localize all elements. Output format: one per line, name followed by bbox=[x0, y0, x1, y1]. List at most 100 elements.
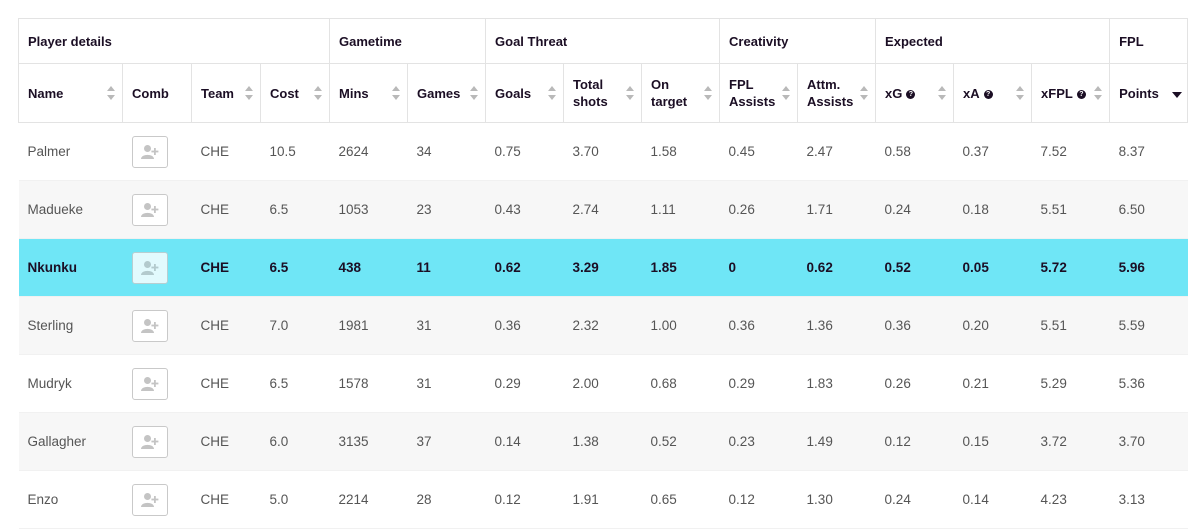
sort-descending-icon[interactable] bbox=[1172, 86, 1183, 100]
group-gametime: Gametime bbox=[329, 18, 487, 64]
header-team[interactable]: Team bbox=[191, 63, 261, 123]
add-player-icon bbox=[140, 376, 158, 391]
sort-arrows-icon[interactable] bbox=[314, 86, 323, 100]
header-on-target[interactable]: On target bbox=[641, 63, 721, 123]
table-row[interactable]: Nkunku CHE 6.5 438 11 0.62 3.29 1.85 0 0.62 0.52 0.… bbox=[18, 238, 1188, 297]
cell-games: 23 bbox=[407, 180, 486, 239]
sort-arrows-icon[interactable] bbox=[782, 86, 791, 100]
cell-comb bbox=[122, 412, 192, 471]
header-team-label: Team bbox=[201, 85, 234, 101]
sort-arrows-icon[interactable] bbox=[860, 86, 869, 100]
header-goals-label: Goals bbox=[495, 85, 532, 101]
cell-xfpl: 3.72 bbox=[1031, 412, 1110, 471]
sort-arrows-icon[interactable] bbox=[626, 86, 635, 100]
cell-name: Madueke bbox=[18, 180, 123, 239]
sort-arrows-icon[interactable] bbox=[107, 86, 115, 100]
header-attm-assists[interactable]: Attm. Assists bbox=[797, 63, 877, 123]
cell-games: 34 bbox=[407, 122, 486, 181]
group-fpl: FPL bbox=[1109, 18, 1189, 64]
cell-games: 31 bbox=[407, 296, 486, 355]
sort-arrows-icon[interactable] bbox=[1016, 86, 1025, 100]
cell-target: 1.11 bbox=[641, 180, 720, 239]
cell-points: 6.50 bbox=[1109, 180, 1188, 239]
header-mins-label: Mins bbox=[339, 85, 369, 101]
cell-xfpl: 5.72 bbox=[1031, 238, 1110, 297]
add-player-button[interactable] bbox=[131, 309, 168, 342]
table-row[interactable]: Gallagher CHE 6.0 3135 37 0.14 1.38 0.52 0.23 1.4… bbox=[18, 412, 1188, 471]
cell-fplast: 0.26 bbox=[719, 180, 798, 239]
cell-points: 8.37 bbox=[1109, 122, 1188, 181]
header-xg-label: xG bbox=[885, 85, 903, 101]
cell-team: CHE bbox=[191, 296, 261, 355]
header-total-shots[interactable]: Total shots bbox=[563, 63, 643, 123]
cell-points: 5.59 bbox=[1109, 296, 1188, 355]
table-row[interactable]: Palmer CHE 10.5 2624 34 0.75 3.70 1.58 0.45 2.47 0… bbox=[18, 122, 1188, 181]
header-fpl-assists-label-1: FPL bbox=[729, 77, 754, 92]
cell-comb bbox=[122, 238, 192, 297]
question-circle-icon[interactable]: ? bbox=[1076, 89, 1086, 99]
cell-name: Sterling bbox=[18, 296, 123, 355]
cell-attm: 1.83 bbox=[797, 354, 876, 413]
header-points[interactable]: Points bbox=[1109, 63, 1189, 123]
sort-arrows-icon[interactable] bbox=[470, 86, 479, 100]
header-on-target-label-1: On bbox=[651, 77, 670, 92]
cell-goals: 0.12 bbox=[485, 470, 564, 529]
add-player-button[interactable] bbox=[131, 483, 168, 516]
sort-arrows-icon[interactable] bbox=[704, 86, 713, 100]
cell-target: 1.58 bbox=[641, 122, 720, 181]
table-row[interactable]: Sterling CHE 7.0 1981 31 0.36 2.32 1.00 0.36 1.36… bbox=[18, 296, 1188, 355]
cell-points: 3.13 bbox=[1109, 470, 1188, 529]
cell-comb bbox=[122, 180, 192, 239]
header-fpl-assists[interactable]: FPL Assists bbox=[719, 63, 799, 123]
header-xg[interactable]: xG? bbox=[875, 63, 955, 123]
cell-mins: 1981 bbox=[329, 296, 408, 355]
cell-target: 1.85 bbox=[641, 238, 720, 297]
add-player-button[interactable] bbox=[131, 251, 168, 284]
table-row[interactable]: Mudryk CHE 6.5 1578 31 0.29 2.00 0.68 0.29 1.83 0.… bbox=[18, 354, 1188, 413]
question-circle-icon[interactable]: ? bbox=[983, 89, 993, 99]
cell-fplast: 0.12 bbox=[719, 470, 798, 529]
header-mins[interactable]: Mins bbox=[329, 63, 409, 123]
table-body: Palmer CHE 10.5 2624 34 0.75 3.70 1.58 0.45 2.47 0… bbox=[18, 122, 1188, 529]
add-player-button[interactable] bbox=[131, 367, 168, 400]
cell-shots: 3.29 bbox=[563, 238, 642, 297]
cell-name: Palmer bbox=[18, 122, 123, 181]
header-xa[interactable]: xA? bbox=[953, 63, 1033, 123]
cell-attm: 1.36 bbox=[797, 296, 876, 355]
cell-cost: 6.5 bbox=[260, 238, 330, 297]
cell-fplast: 0 bbox=[719, 238, 798, 297]
header-xfpl[interactable]: xFPL? bbox=[1031, 63, 1111, 123]
cell-attm: 1.49 bbox=[797, 412, 876, 471]
sort-arrows-icon[interactable] bbox=[938, 86, 947, 100]
table-row[interactable]: Enzo CHE 5.0 2214 28 0.12 1.91 0.65 0.12 1.30 0.24… bbox=[18, 470, 1188, 529]
header-name-label: Name bbox=[28, 85, 64, 101]
header-name[interactable]: Name bbox=[18, 63, 123, 123]
column-header-row: Name Comb Team Cost Mins Games Goals Tot… bbox=[18, 63, 1189, 123]
sort-arrows-icon[interactable] bbox=[1094, 86, 1103, 100]
add-player-button[interactable] bbox=[131, 425, 168, 458]
cell-shots: 2.32 bbox=[563, 296, 642, 355]
sort-arrows-icon[interactable] bbox=[548, 86, 557, 100]
cell-xfpl: 4.23 bbox=[1031, 470, 1110, 529]
header-cost[interactable]: Cost bbox=[259, 63, 331, 123]
column-group-row: Player details Gametime Goal Threat Crea… bbox=[17, 18, 1189, 64]
cell-mins: 1578 bbox=[329, 354, 408, 413]
header-xfpl-label: xFPL bbox=[1041, 85, 1073, 101]
cell-mins: 1053 bbox=[329, 180, 408, 239]
cell-goals: 0.43 bbox=[485, 180, 564, 239]
cell-mins: 2214 bbox=[329, 470, 408, 529]
question-circle-icon[interactable]: ? bbox=[906, 89, 916, 99]
header-games[interactable]: Games bbox=[407, 63, 487, 123]
header-goals[interactable]: Goals bbox=[485, 63, 565, 123]
cell-team: CHE bbox=[191, 470, 261, 529]
header-comb: Comb bbox=[122, 63, 192, 123]
add-player-button[interactable] bbox=[131, 135, 168, 168]
cell-shots: 3.70 bbox=[563, 122, 642, 181]
sort-arrows-icon[interactable] bbox=[392, 86, 401, 100]
table-row[interactable]: Madueke CHE 6.5 1053 23 0.43 2.74 1.11 0.26 1.71 0… bbox=[18, 180, 1188, 239]
header-comb-label: Comb bbox=[132, 85, 169, 101]
sort-arrows-icon[interactable] bbox=[245, 86, 253, 100]
add-player-button[interactable] bbox=[131, 193, 168, 226]
cell-shots: 1.38 bbox=[563, 412, 642, 471]
cell-mins: 2624 bbox=[329, 122, 408, 181]
